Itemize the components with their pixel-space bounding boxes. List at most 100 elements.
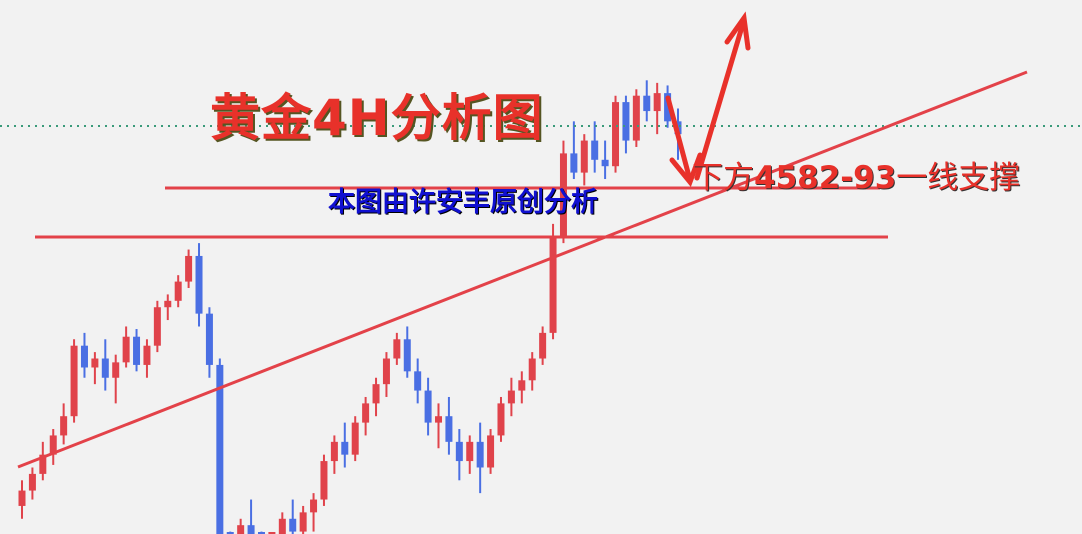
candle: [570, 121, 578, 180]
candle: [91, 352, 99, 385]
candle-body: [382, 358, 390, 385]
candle: [205, 307, 213, 378]
candle: [195, 243, 203, 327]
candle: [49, 429, 57, 465]
candle: [653, 82, 661, 135]
candle-body: [414, 371, 422, 391]
candle: [424, 377, 432, 436]
candle: [216, 358, 224, 534]
candle-body: [539, 332, 547, 359]
candle: [112, 354, 120, 404]
candle: [18, 480, 26, 519]
candle-body: [351, 422, 359, 455]
candle-body: [570, 153, 578, 173]
candle-body: [237, 525, 245, 534]
candle-body: [424, 390, 432, 423]
trend-line: [17, 70, 1028, 469]
down-arrow: [665, 95, 703, 187]
candle-body: [216, 364, 224, 534]
candle-body: [28, 473, 36, 491]
candle-body: [289, 518, 297, 532]
candle-body: [341, 441, 349, 455]
candle: [643, 80, 651, 122]
candle: [164, 294, 172, 321]
candle-body: [195, 255, 203, 314]
candle-body: [435, 416, 443, 423]
candle-body: [39, 454, 47, 474]
candle-body: [91, 358, 99, 368]
candle-body: [49, 435, 57, 455]
candle: [133, 329, 141, 372]
candle: [559, 140, 567, 244]
candle: [664, 85, 672, 128]
candle: [382, 352, 390, 397]
candle: [435, 403, 443, 449]
candle-body: [372, 384, 380, 404]
candle: [320, 454, 328, 506]
candle-body: [278, 518, 286, 534]
candle: [476, 422, 484, 494]
candle-body: [507, 390, 515, 404]
candle: [341, 422, 349, 468]
candle-body: [299, 512, 307, 532]
candle-body: [455, 441, 463, 462]
candle-body: [122, 336, 130, 363]
candle: [487, 429, 495, 474]
candle: [299, 505, 307, 534]
candle-body: [528, 358, 536, 381]
candle-body: [487, 435, 495, 468]
candle-body: [601, 159, 609, 167]
candle: [591, 121, 599, 173]
candle-body: [320, 461, 328, 500]
candle-body: [80, 345, 88, 368]
chart-title: 黄金4H分析图: [210, 89, 544, 147]
candle-body: [205, 313, 213, 365]
candle-body: [133, 336, 141, 365]
candle: [122, 326, 130, 368]
candle-body: [362, 403, 370, 423]
candle: [143, 339, 151, 378]
candle: [455, 429, 463, 481]
candle: [497, 396, 505, 442]
candle-body: [393, 339, 401, 359]
candle-body: [653, 93, 661, 112]
candle: [393, 332, 401, 365]
candle: [330, 435, 338, 474]
candle: [632, 89, 640, 147]
annotation-level: 4582-93: [754, 160, 897, 196]
candle: [622, 95, 630, 154]
candle-body: [164, 300, 172, 308]
candle: [174, 275, 182, 308]
candle: [580, 134, 588, 186]
candle-body: [612, 102, 620, 167]
candle-body: [226, 532, 234, 534]
up-arrow: [694, 11, 751, 181]
candle: [289, 499, 297, 534]
candle: [28, 467, 36, 500]
candle-body: [664, 93, 672, 122]
candle: [403, 326, 411, 378]
candle: [549, 223, 557, 340]
candle: [466, 435, 474, 474]
candle-body: [476, 441, 484, 468]
candle: [539, 326, 547, 365]
candle: [362, 396, 370, 436]
candle: [153, 300, 161, 353]
annotation-prefix: 下方: [692, 160, 754, 196]
candle: [101, 339, 109, 391]
candle-body: [153, 307, 161, 346]
candle-body: [101, 358, 109, 378]
candle-body: [268, 532, 276, 534]
candle: [518, 371, 526, 404]
candle-body: [112, 362, 120, 378]
candle-body: [591, 140, 599, 160]
candle: [414, 358, 422, 404]
candle-body: [549, 236, 557, 333]
candle: [60, 403, 68, 445]
candle: [237, 518, 245, 534]
candle-body: [466, 441, 474, 462]
candle-body: [445, 416, 453, 442]
candle-body: [247, 525, 255, 534]
